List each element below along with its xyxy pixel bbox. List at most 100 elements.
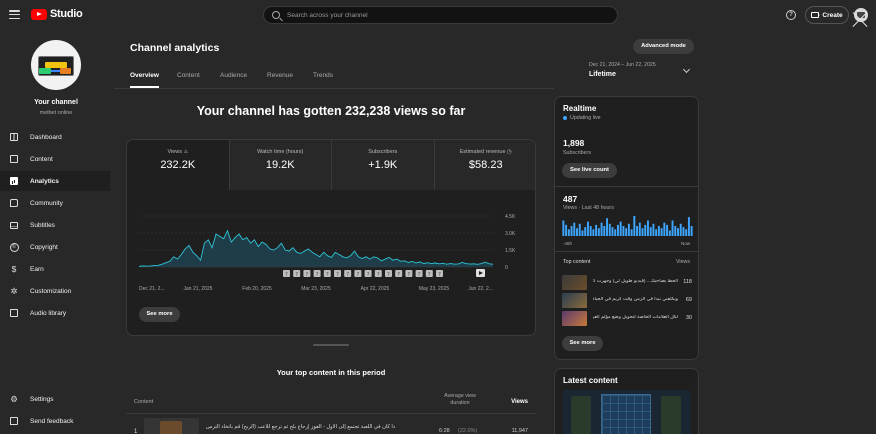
realtime-bar xyxy=(682,227,685,236)
sidebar-item-community[interactable]: Community xyxy=(0,193,110,213)
realtime-top-content-label: Top content xyxy=(563,259,591,265)
realtime-bar xyxy=(567,229,570,236)
warning-icon: ⚠ xyxy=(183,149,189,155)
column-header-views[interactable]: Views xyxy=(511,399,528,405)
series-line xyxy=(138,229,494,267)
event-marker xyxy=(344,270,352,277)
sidebar-item-dashboard[interactable]: Dashboard xyxy=(0,127,110,147)
clock-icon: ◷ xyxy=(507,149,512,155)
kpi-revenue[interactable]: Estimated revenue ◷ $58.23 xyxy=(434,140,535,190)
realtime-bar xyxy=(638,222,641,236)
x-tick-label: Jan 21, 2025 xyxy=(184,286,213,292)
channel-avatar[interactable] xyxy=(31,40,81,90)
see-more-button[interactable]: See more xyxy=(562,336,603,351)
realtime-bar xyxy=(603,226,606,236)
see-more-button[interactable]: See more xyxy=(139,307,180,322)
channel-handle: melbet online xyxy=(39,110,73,116)
list-item[interactable]: الحظ يصاحبك... (فيديو طويل لي) وجهزت كل … xyxy=(562,275,692,290)
period-selector[interactable]: Lifetime xyxy=(589,71,616,78)
event-marker-label: 7 xyxy=(357,272,360,277)
realtime-bar xyxy=(630,229,633,236)
event-marker-label: 7 xyxy=(316,272,319,277)
realtime-bar xyxy=(690,226,693,236)
sidebar-item-content[interactable]: Content xyxy=(0,149,110,169)
tab-content[interactable]: Content xyxy=(177,72,200,79)
realtime-bar xyxy=(674,226,677,236)
help-icon[interactable]: ? xyxy=(786,10,796,20)
sidebar-item-copyright[interactable]: © Copyright xyxy=(0,237,110,257)
kpi-subscribers[interactable]: Subscribers +1.9K xyxy=(332,140,435,190)
thumbnail-graphic xyxy=(571,396,591,434)
sidebar xyxy=(0,30,114,434)
sidebar-item-settings[interactable]: ⚙ Settings xyxy=(0,389,110,409)
event-marker xyxy=(395,270,403,277)
chevron-down-icon[interactable] xyxy=(682,65,691,74)
tab-trends[interactable]: Trends xyxy=(313,72,333,79)
see-live-count-button[interactable]: See live count xyxy=(562,163,617,178)
kpi-row: Views ⚠ 232.2K Watch time (hours) 19.2K … xyxy=(127,140,535,191)
latest-video-thumbnail[interactable] xyxy=(563,390,691,434)
tab-revenue[interactable]: Revenue xyxy=(267,72,294,79)
event-marker xyxy=(405,270,413,277)
views-area-chart[interactable]: 4.5K 3.0K 1.5K 0 Dec 21, 2... Jan 21, 2025 Feb… xyxy=(127,191,536,301)
drag-handle[interactable] xyxy=(313,344,349,346)
sidebar-item-customization[interactable]: ✲ Customization xyxy=(0,281,110,301)
x-tick-label: Apr 22, 2025 xyxy=(361,286,390,292)
create-button-label: Create xyxy=(822,11,843,19)
avg-header-line1: Average view xyxy=(444,393,476,399)
video-thumbnail[interactable] xyxy=(144,418,199,434)
event-marker-label: 7 xyxy=(306,272,309,277)
sidebar-item-earn[interactable]: $ Earn xyxy=(0,259,110,279)
realtime-bar xyxy=(570,226,573,236)
views-value: 30 xyxy=(685,315,692,321)
realtime-bar xyxy=(600,222,603,236)
video-thumbnail xyxy=(562,293,587,308)
tab-audience[interactable]: Audience xyxy=(220,72,248,79)
sidebar-item-analytics[interactable]: Analytics xyxy=(0,171,110,191)
realtime-views-header: Views xyxy=(676,259,691,265)
realtime-bar xyxy=(606,218,608,236)
list-item[interactable]: لكل العلامات الخاصة لتحويل وضع مؤلم العر… xyxy=(562,311,692,326)
event-marker xyxy=(385,270,392,277)
active-tab-indicator xyxy=(130,86,159,88)
logo-text: Studio xyxy=(50,8,83,20)
realtime-bar xyxy=(655,229,658,236)
realtime-bar xyxy=(576,228,578,236)
x-tick-label: Jun 22, 2... xyxy=(468,286,493,292)
divider xyxy=(555,251,698,252)
x-tick-label: Dec 21, 2... xyxy=(139,286,165,292)
kpi-label: Subscribers xyxy=(368,149,398,155)
search-input[interactable]: Search across your channel xyxy=(263,6,618,24)
sidebar-item-send-feedback[interactable]: Send feedback xyxy=(0,411,110,431)
video-thumbnail xyxy=(562,311,587,326)
advanced-mode-button[interactable]: Advanced mode xyxy=(633,39,694,54)
avatar-badge-green xyxy=(39,68,51,74)
studio-logo[interactable]: Studio xyxy=(31,8,83,20)
sidebar-item-label: Dashboard xyxy=(30,133,62,141)
sidebar-item-audio-library[interactable]: Audio library xyxy=(0,303,110,323)
create-button[interactable]: Create xyxy=(805,6,849,24)
realtime-bar xyxy=(660,228,663,236)
realtime-bar xyxy=(578,223,581,236)
event-marker xyxy=(436,270,443,277)
y-tick-label: 1.5K xyxy=(505,248,516,254)
kpi-views[interactable]: Views ⚠ 232.2K xyxy=(127,140,230,190)
tab-overview[interactable]: Overview xyxy=(130,72,159,79)
realtime-bar-chart[interactable] xyxy=(562,215,693,237)
date-range[interactable]: Dec 21, 2024 – Jun 22, 2025 xyxy=(589,62,656,68)
close-icon[interactable] xyxy=(850,10,870,30)
event-marker xyxy=(323,270,331,277)
realtime-bar xyxy=(627,223,630,236)
y-tick-label: 0 xyxy=(505,265,508,271)
sidebar-item-label: Analytics xyxy=(30,177,59,185)
hamburger-menu-icon[interactable] xyxy=(9,10,20,19)
realtime-bar xyxy=(687,217,690,236)
copyright-icon: © xyxy=(9,242,19,252)
realtime-bar xyxy=(562,220,565,236)
event-marker xyxy=(415,270,423,277)
kpi-watch-time[interactable]: Watch time (hours) 19.2K xyxy=(229,140,332,190)
sidebar-item-subtitles[interactable]: Subtitles xyxy=(0,215,110,235)
audio-library-icon xyxy=(9,308,19,318)
list-item[interactable]: ويكلفني نبدأ في الزمن وقت كريم في الحياة… xyxy=(562,293,692,308)
video-title[interactable]: ذا كان في اللعبة تجتمع إلى الأول - الفوز… xyxy=(206,424,396,430)
